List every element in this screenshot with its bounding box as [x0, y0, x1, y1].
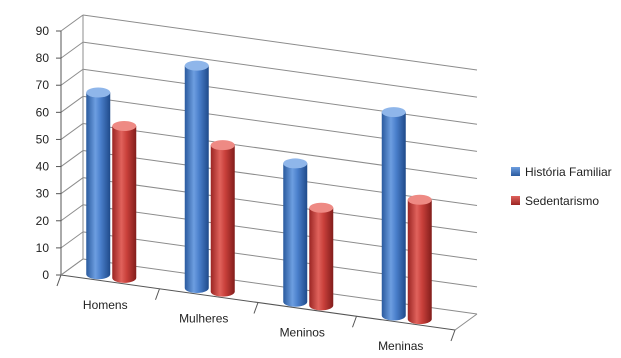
- x-tick-label: Homens: [83, 298, 128, 312]
- bar-body: [184, 65, 209, 293]
- bar: [407, 194, 432, 325]
- side-gridline: [60, 177, 84, 195]
- bar-body: [283, 163, 308, 307]
- legend-label: História Familiar: [525, 165, 612, 179]
- bar-top: [407, 194, 432, 205]
- gridline: [82, 95, 478, 152]
- bar: [381, 107, 406, 321]
- gridlines: [60, 14, 478, 315]
- bar-top: [283, 158, 308, 169]
- bar-body: [407, 199, 432, 325]
- gridline: [82, 14, 478, 71]
- bar: [112, 121, 137, 283]
- floor-right-edge: [454, 313, 478, 331]
- bar: [86, 87, 111, 280]
- bar-top: [86, 87, 111, 98]
- bar: [184, 60, 209, 293]
- side-gridline: [60, 68, 84, 86]
- y-tick-label: 50: [36, 132, 50, 146]
- y-tick-label: 60: [36, 105, 50, 119]
- y-tick-label: 40: [36, 160, 50, 174]
- bar: [283, 158, 308, 307]
- x-tick-mark: [56, 274, 62, 287]
- y-tick-label: 30: [36, 187, 50, 201]
- bar-top: [112, 121, 137, 132]
- legend-label: Sedentarismo: [525, 194, 599, 208]
- x-tick-mark: [155, 288, 160, 300]
- side-gridline: [60, 41, 84, 59]
- x-tick-mark: [253, 302, 259, 314]
- bar-body: [381, 112, 406, 321]
- legend-swatch: [511, 167, 520, 176]
- side-gridline: [60, 204, 84, 222]
- legend-item: Sedentarismo: [511, 194, 599, 208]
- y-tick-label: 10: [36, 241, 50, 255]
- y-tick-label: 90: [36, 24, 50, 38]
- gridline: [82, 41, 478, 98]
- legend: História Familiar Sedentarismo: [511, 165, 612, 208]
- legend-item: História Familiar: [511, 165, 612, 179]
- bar-top: [184, 60, 209, 71]
- y-tick-label: 0: [42, 268, 49, 282]
- y-tick-label: 80: [36, 51, 50, 65]
- y-tick-label: 20: [36, 214, 50, 228]
- side-gridline: [60, 95, 84, 113]
- bar-body: [112, 126, 137, 283]
- side-gridline: [60, 14, 84, 32]
- bar-body: [309, 207, 334, 311]
- x-tick-label: Mulheres: [179, 312, 228, 326]
- bar: [210, 140, 235, 297]
- bar-top: [381, 107, 406, 118]
- side-gridline: [60, 231, 84, 249]
- bar-top: [309, 202, 334, 213]
- legend-swatch: [511, 196, 520, 205]
- axes: [56, 15, 478, 342]
- floor-left-edge: [60, 258, 84, 276]
- x-tick-mark: [450, 329, 456, 342]
- bar: [309, 202, 334, 311]
- bar-body: [86, 92, 111, 280]
- bars: [86, 60, 432, 325]
- side-gridline: [60, 150, 84, 167]
- gridline: [82, 68, 478, 125]
- side-gridline: [60, 123, 84, 140]
- y-tick-label: 70: [36, 78, 50, 92]
- x-tick-label: Meninos: [280, 325, 325, 339]
- bar-body: [210, 145, 235, 297]
- x-tick-mark: [352, 316, 357, 328]
- tick-labels: 0 10 20 30 40 50 60 70 80 90 Homens Mulheres Meninos…: [36, 24, 424, 353]
- bar-top: [210, 140, 235, 151]
- gridline: [82, 122, 478, 179]
- x-tick-label: Meninas: [378, 339, 423, 353]
